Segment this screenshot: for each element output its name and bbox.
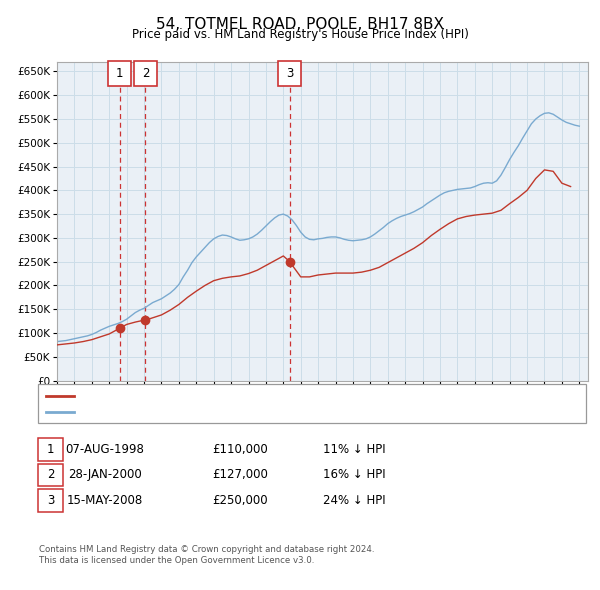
Text: 11% ↓ HPI: 11% ↓ HPI: [323, 443, 385, 456]
Text: 15-MAY-2008: 15-MAY-2008: [67, 494, 143, 507]
Text: HPI: Average price, detached house, Bournemouth Christchurch and Poole: HPI: Average price, detached house, Bour…: [80, 407, 468, 417]
Text: 28-JAN-2000: 28-JAN-2000: [68, 468, 142, 481]
Text: £110,000: £110,000: [212, 443, 268, 456]
Text: £250,000: £250,000: [212, 494, 268, 507]
Text: 24% ↓ HPI: 24% ↓ HPI: [323, 494, 385, 507]
Text: 1: 1: [47, 443, 54, 456]
Text: 07-AUG-1998: 07-AUG-1998: [65, 443, 145, 456]
Text: 3: 3: [286, 67, 293, 80]
Text: Price paid vs. HM Land Registry's House Price Index (HPI): Price paid vs. HM Land Registry's House …: [131, 28, 469, 41]
Text: Contains HM Land Registry data © Crown copyright and database right 2024.: Contains HM Land Registry data © Crown c…: [39, 545, 374, 555]
Text: This data is licensed under the Open Government Licence v3.0.: This data is licensed under the Open Gov…: [39, 556, 314, 565]
Text: 2: 2: [47, 468, 54, 481]
Text: 54, TOTMEL ROAD, POOLE, BH17 8BX (detached house): 54, TOTMEL ROAD, POOLE, BH17 8BX (detach…: [80, 391, 371, 401]
Text: 1: 1: [116, 67, 124, 80]
Text: 3: 3: [47, 494, 54, 507]
Text: £127,000: £127,000: [212, 468, 268, 481]
Text: 2: 2: [142, 67, 149, 80]
Text: 54, TOTMEL ROAD, POOLE, BH17 8BX: 54, TOTMEL ROAD, POOLE, BH17 8BX: [156, 17, 444, 31]
Text: 16% ↓ HPI: 16% ↓ HPI: [323, 468, 385, 481]
